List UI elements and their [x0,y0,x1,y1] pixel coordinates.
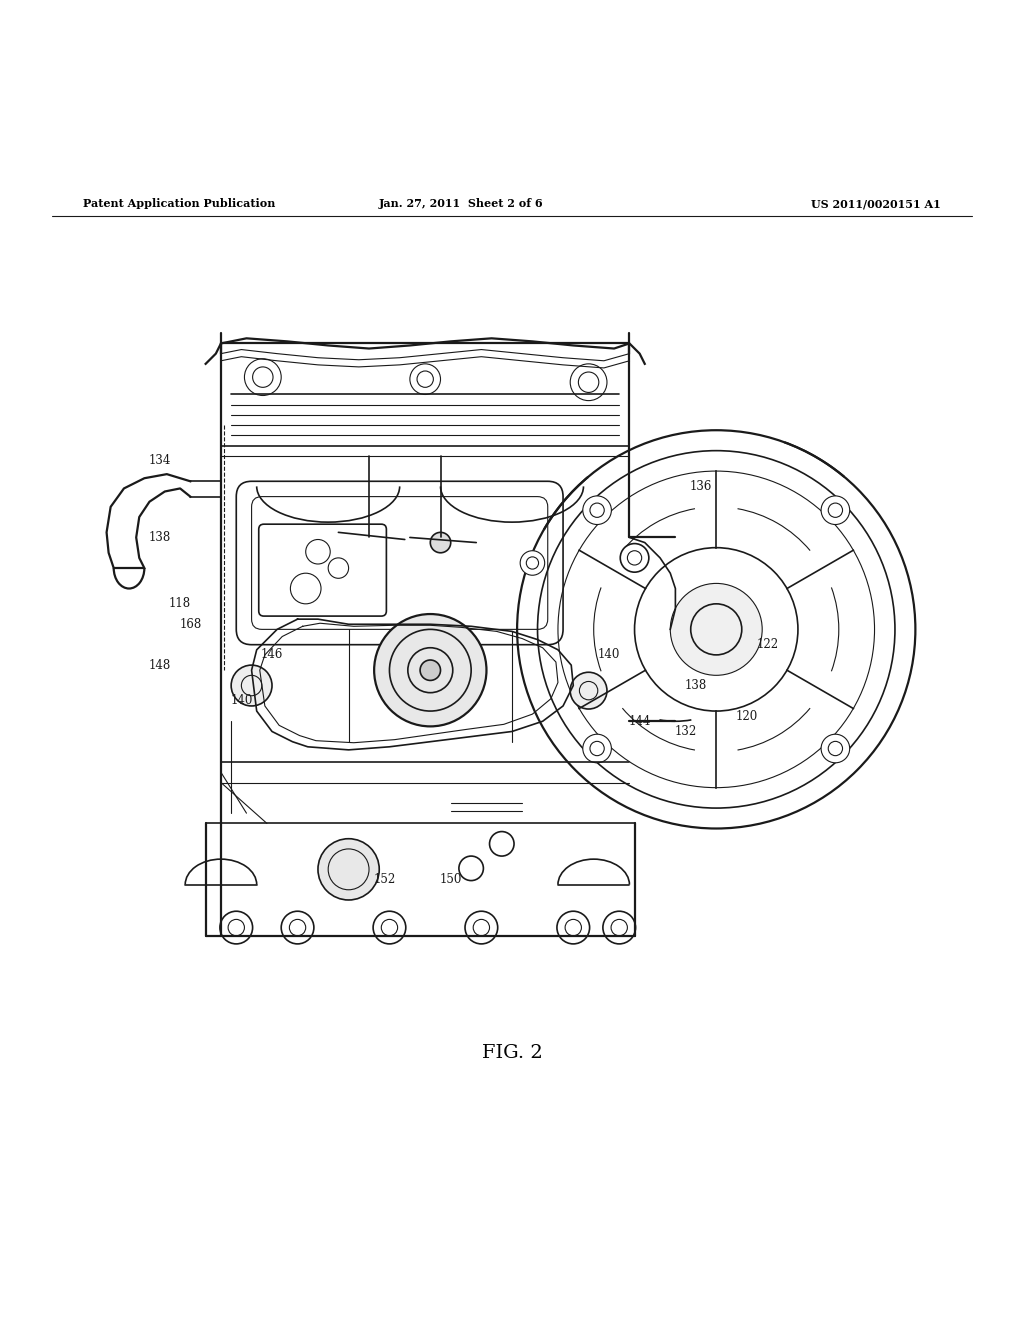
Text: 118: 118 [169,598,191,610]
Circle shape [265,550,290,576]
Text: 148: 148 [148,659,171,672]
Circle shape [671,583,762,676]
Circle shape [621,544,649,572]
Text: 136: 136 [690,480,712,492]
Circle shape [489,832,514,857]
Circle shape [420,660,440,680]
Circle shape [557,911,590,944]
Circle shape [583,734,611,763]
Text: 152: 152 [373,873,395,886]
Text: 120: 120 [736,710,758,722]
Circle shape [821,734,850,763]
Circle shape [374,614,486,726]
Text: 138: 138 [148,531,171,544]
FancyBboxPatch shape [259,524,386,616]
Circle shape [570,672,607,709]
Circle shape [821,496,850,524]
Text: 140: 140 [598,648,621,661]
Circle shape [583,496,611,524]
Text: 144: 144 [629,714,651,727]
Text: 140: 140 [230,694,253,708]
Circle shape [318,838,379,900]
Circle shape [459,857,483,880]
Text: 134: 134 [148,454,171,467]
Text: 168: 168 [179,618,202,631]
Text: 132: 132 [675,725,696,738]
Text: 122: 122 [757,638,778,651]
Circle shape [231,665,272,706]
Circle shape [430,532,451,553]
Circle shape [220,911,253,944]
Circle shape [465,911,498,944]
Text: Jan. 27, 2011  Sheet 2 of 6: Jan. 27, 2011 Sheet 2 of 6 [379,198,544,209]
Circle shape [282,911,314,944]
Circle shape [373,911,406,944]
Text: 146: 146 [261,648,284,661]
Text: US 2011/0020151 A1: US 2011/0020151 A1 [811,198,941,209]
Text: Patent Application Publication: Patent Application Publication [83,198,275,209]
Text: 138: 138 [685,678,707,692]
Circle shape [358,532,379,553]
Circle shape [603,911,636,944]
Text: 150: 150 [439,873,462,886]
Circle shape [520,550,545,576]
Text: FIG. 2: FIG. 2 [481,1044,543,1063]
